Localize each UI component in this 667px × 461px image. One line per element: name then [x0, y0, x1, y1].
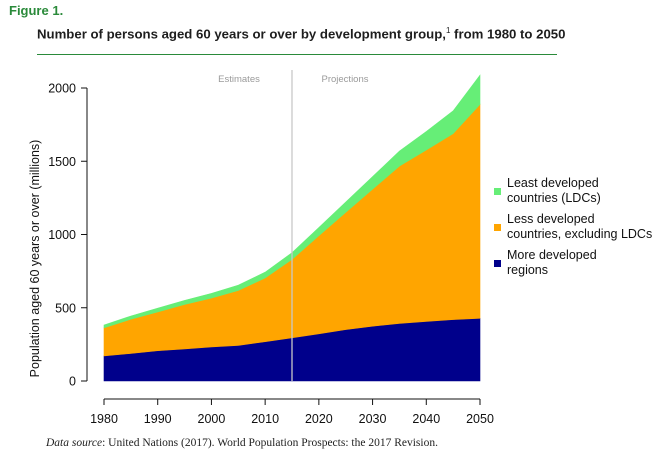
data-source-text: : United Nations (2017). World Populatio…	[102, 437, 438, 449]
figure-title: Number of persons aged 60 years or over …	[37, 26, 565, 41]
y-tick-label: 0	[69, 375, 76, 389]
legend-swatch	[494, 188, 501, 195]
projections-label: Projections	[322, 74, 369, 85]
figure-title-suffix: from 1980 to 2050	[450, 26, 566, 42]
legend-label: countries (LDCs)	[507, 191, 601, 205]
title-rule	[37, 54, 557, 55]
y-tick-label: 1500	[48, 155, 76, 169]
x-tick-label: 2010	[251, 412, 279, 426]
legend-swatch	[494, 260, 501, 267]
data-source-note: Data source: United Nations (2017). Worl…	[46, 437, 438, 449]
x-tick-label: 1980	[90, 412, 118, 426]
legend-label: countries, excluding LDCs	[507, 227, 652, 241]
x-axis: 1980 1990 2000 2010 2020 2030 2040 2050	[90, 398, 494, 426]
y-tick-label: 1000	[48, 228, 76, 242]
title-footnote-marker: 1	[445, 26, 451, 35]
y-axis-title: Population aged 60 years or over (millio…	[28, 140, 42, 378]
figure-label: Figure 1.	[9, 3, 64, 18]
y-tick-label: 2000	[48, 82, 76, 96]
area-least-developed-countries	[103, 74, 481, 329]
x-tick-label: 2050	[466, 412, 494, 426]
x-tick-label: 2020	[305, 412, 333, 426]
x-tick-label: 2040	[412, 412, 440, 426]
legend-label: regions	[507, 263, 548, 277]
stacked-area-chart: Estimates Projections 0 500 1000 1500 2000 1…	[28, 70, 652, 426]
figure-title-main: Number of persons aged 60 years or over …	[37, 26, 446, 42]
x-tick-label: 2000	[198, 412, 226, 426]
y-tick-label: 500	[55, 301, 76, 315]
y-axis: 0 500 1000 1500 2000	[48, 82, 88, 389]
data-source-label: Data source	[46, 437, 103, 449]
legend-label: Less developed	[507, 212, 595, 226]
x-tick-label: 1990	[144, 412, 172, 426]
legend-swatch	[494, 224, 501, 231]
x-tick-label: 2030	[359, 412, 387, 426]
legend-label: More developed	[507, 248, 597, 262]
legend-label: Least developed	[507, 176, 599, 190]
estimates-label: Estimates	[218, 74, 260, 85]
